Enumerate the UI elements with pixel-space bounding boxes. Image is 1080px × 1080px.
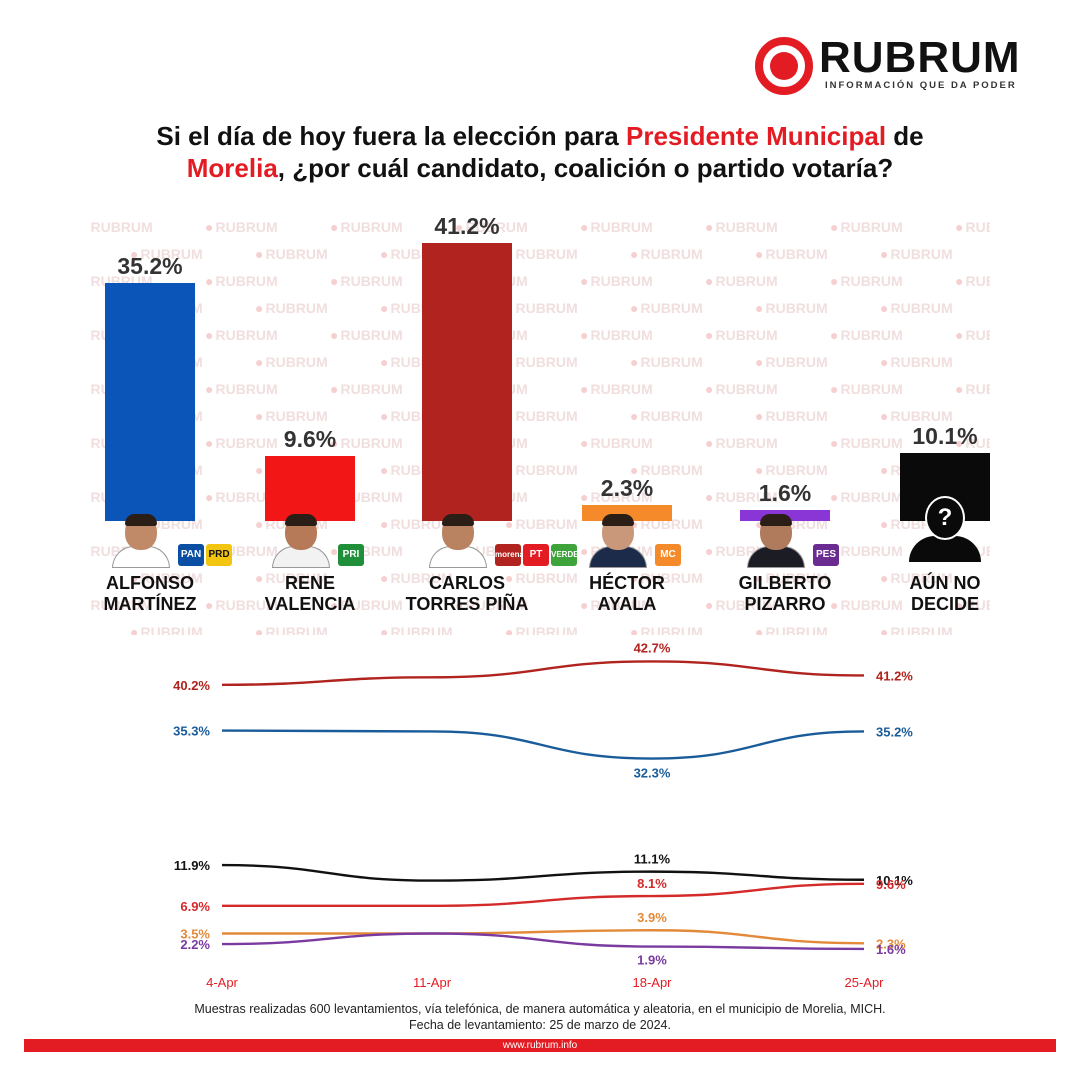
- bar-2: [422, 243, 512, 521]
- party-logo-prd: PRD: [206, 544, 232, 566]
- trend-data-label: 40.2%: [173, 678, 210, 693]
- question-part3: , ¿por cuál candidato, coalición o parti…: [277, 153, 894, 183]
- party-logo-pt: PT: [523, 544, 549, 566]
- question-highlight-city: Morelia: [186, 153, 278, 183]
- candidate-photo: [110, 514, 172, 568]
- trend-data-label: 3.5%: [180, 927, 210, 942]
- x-axis-tick-label: 25-Apr: [844, 975, 884, 990]
- trend-line: [221, 932, 865, 951]
- bar-value-label: 35.2%: [117, 253, 183, 279]
- party-logo-verde: VERDE: [551, 544, 579, 566]
- trend-data-label: 10.1%: [876, 873, 913, 888]
- question-part1: Si el día de hoy fuera la elección para: [156, 121, 626, 151]
- bar-0: [105, 283, 195, 521]
- trend-data-label: 9.6%: [876, 877, 906, 892]
- trend-data-label: 8.1%: [637, 876, 667, 891]
- trend-line: [222, 929, 865, 945]
- question-highlight-office: Presidente Municipal: [625, 121, 887, 151]
- candidate-name: CARLOS TORRES PIÑA: [392, 573, 542, 615]
- candidate-photo: [587, 514, 649, 568]
- survey-question: Si el día de hoy fuera la elección para …: [60, 120, 1020, 184]
- candidate-name-line: AYALA: [597, 594, 657, 614]
- party-logo-pri: PRI: [338, 544, 364, 566]
- trend-line: [221, 863, 865, 882]
- candidate-name: GILBERTO PIZARRO: [710, 573, 860, 615]
- logo-wordmark: RUBRUM: [819, 33, 1021, 82]
- trend-line: [221, 660, 865, 686]
- candidate-name: RENE VALENCIA: [235, 573, 385, 615]
- trend-data-label: 6.9%: [180, 899, 210, 914]
- rubrum-logo: RUBRUM INFORMACIÓN QUE DA PODER: [755, 33, 1030, 95]
- candidate-name-line: MARTÍNEZ: [103, 594, 197, 614]
- logo-ring-icon: [755, 37, 813, 95]
- candidate-photo: [745, 514, 807, 568]
- party-logo-pes: PES: [813, 544, 839, 566]
- trend-data-label: 3.9%: [637, 910, 667, 925]
- party-logo-mc: MC: [655, 544, 681, 566]
- trend-data-label: 35.2%: [876, 724, 913, 739]
- footer-bar: [24, 1039, 1056, 1052]
- bar-1: [265, 456, 355, 521]
- bar-value-label: 1.6%: [758, 480, 812, 506]
- methodology-line1: Muestras realizadas 600 levantamientos, …: [194, 1002, 886, 1016]
- methodology-note: Muestras realizadas 600 levantamientos, …: [40, 1001, 1040, 1033]
- trend-data-label: 1.6%: [876, 942, 906, 957]
- trend-data-label: 11.9%: [174, 858, 211, 873]
- candidate-name-line: HÉCTOR: [589, 573, 665, 593]
- candidate-photo: [270, 514, 332, 568]
- candidate-name: ALFONSO MARTÍNEZ: [75, 573, 225, 615]
- bar-value-label: 2.3%: [600, 475, 654, 501]
- candidate-name-line: PIZARRO: [744, 594, 826, 614]
- trend-data-label: 2.2%: [180, 937, 210, 952]
- footer-url: www.rubrum.info: [502, 1040, 578, 1051]
- party-logo-pan: PAN: [178, 544, 204, 566]
- candidate-name-line: CARLOS: [429, 573, 505, 593]
- trend-data-label: 35.3%: [173, 724, 210, 739]
- bar-value-label: 9.6%: [283, 426, 337, 452]
- bar-value-label: 41.2%: [434, 213, 500, 239]
- x-axis-tick-label: 4-Apr: [206, 975, 238, 990]
- trend-data-label: 32.3%: [634, 766, 671, 781]
- logo-dot-icon: [770, 52, 798, 80]
- methodology-line2: Fecha de levantamiento: 25 de marzo de 2…: [409, 1018, 671, 1032]
- logo-tagline: INFORMACIÓN QUE DA PODER: [825, 80, 1017, 91]
- candidate-name-line: VALENCIA: [264, 594, 356, 614]
- bar-value-label: 10.1%: [912, 423, 978, 449]
- candidate-name-line: AÚN NO: [909, 573, 981, 593]
- candidate-name-line: RENE: [284, 573, 335, 593]
- trend-line: [221, 729, 865, 760]
- candidate-name-line: DECIDE: [910, 594, 979, 614]
- party-logo-morena: morena: [495, 544, 524, 566]
- candidate-name: HÉCTOR AYALA: [552, 573, 702, 615]
- trend-line-charts: 40.2% 42.7% 41.2% 35.3% 32.3% 35.2% 11.9% 11.1%…: [173, 640, 913, 990]
- trend-data-label: 11.1%: [634, 852, 671, 867]
- trend-data-label: 1.9%: [637, 953, 667, 968]
- x-axis-tick-label: 11-Apr: [413, 975, 452, 990]
- question-part2: de: [886, 121, 924, 151]
- x-axis-tick-label: 18-Apr: [632, 975, 672, 990]
- candidate-name-line: GILBERTO: [738, 573, 832, 593]
- trend-data-label: 41.2%: [876, 668, 913, 683]
- candidate-name: AÚN NO DECIDE: [870, 573, 1020, 615]
- candidate-name-line: TORRES PIÑA: [405, 594, 529, 614]
- candidate-photo: [427, 514, 489, 568]
- trend-data-label: 2.3%: [876, 936, 906, 951]
- trend-line: [222, 882, 865, 908]
- trend-data-label: 42.7%: [634, 640, 671, 655]
- candidate-name-line: ALFONSO: [106, 573, 194, 593]
